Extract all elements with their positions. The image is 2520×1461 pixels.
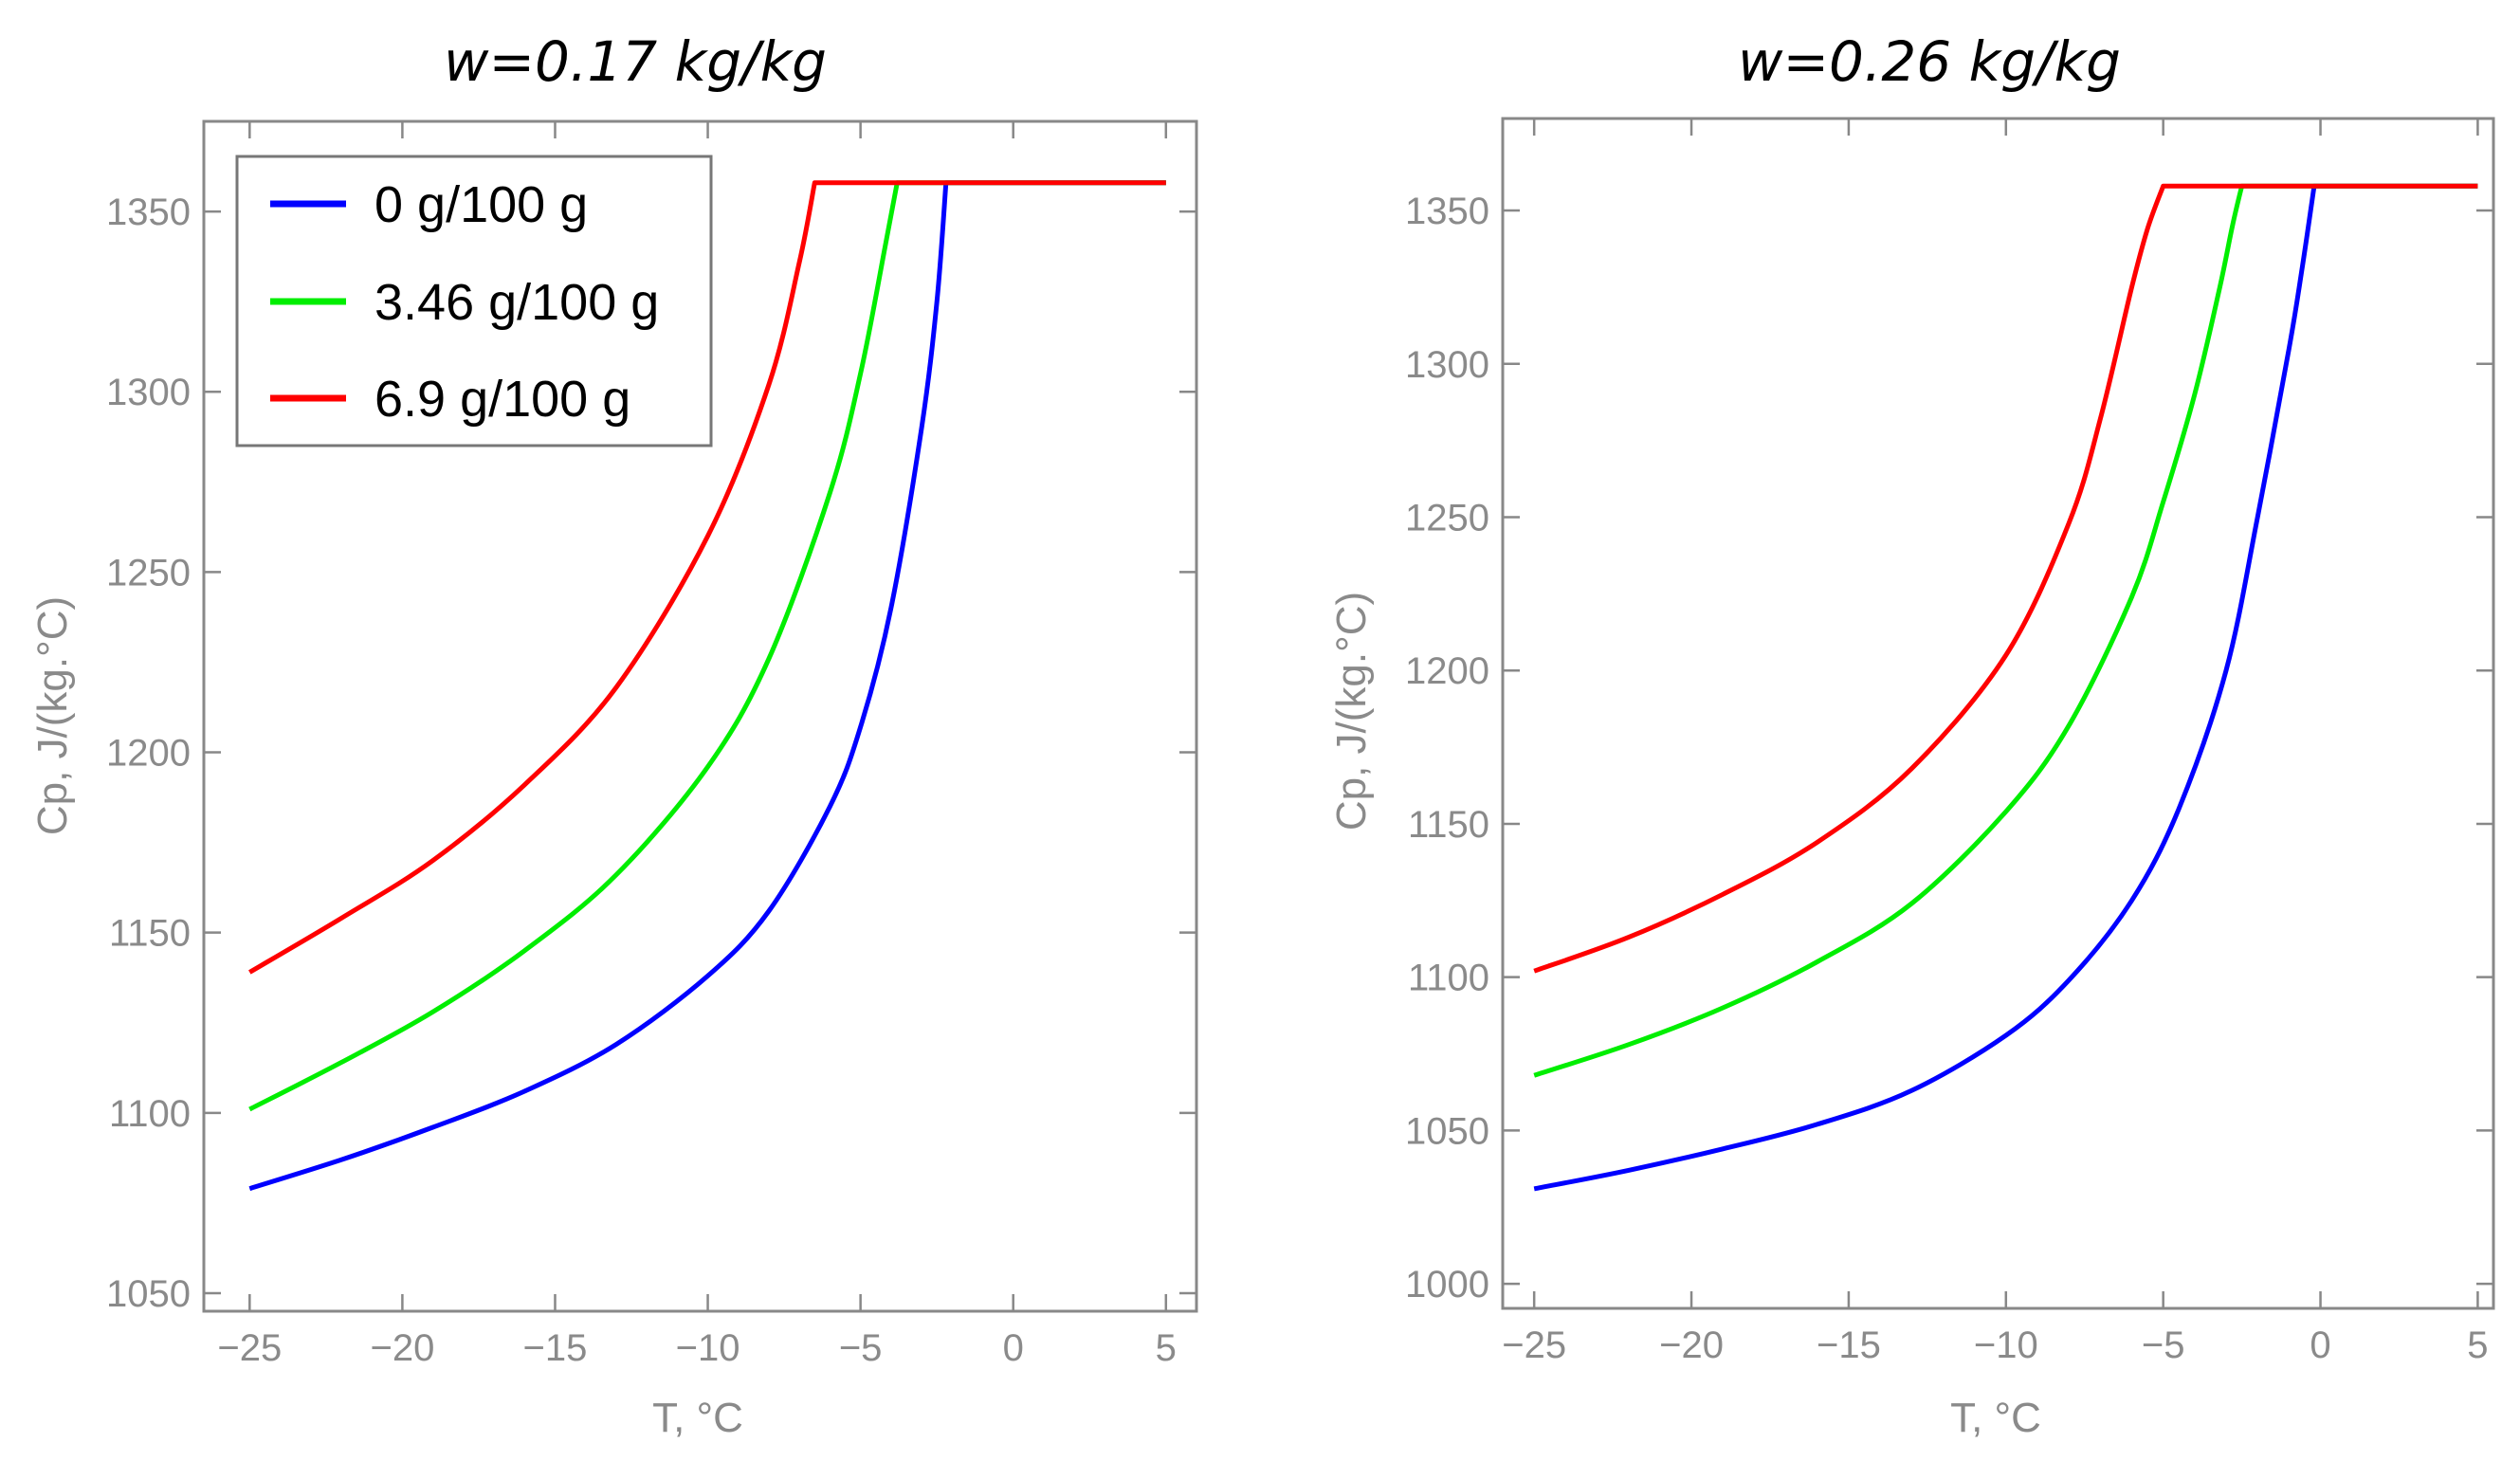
series-lines — [1533, 183, 2478, 1192]
y-axis-label: Cp, J/(kg.°C) — [1328, 592, 1375, 831]
y-tick-label: 1050 — [106, 1273, 191, 1315]
plot-frame — [1501, 117, 2495, 1310]
x-tick-label: −10 — [1974, 1324, 2038, 1366]
y-tick-label: 1300 — [106, 372, 191, 413]
x-axis: −25 −20 −15 −10 −5 0 5 — [217, 121, 1177, 1369]
legend: 0 g/100 g 3.46 g/100 g 6.9 g/100 g — [235, 155, 713, 447]
x-axis: −25 −20 −15 −10 −5 0 5 — [1502, 119, 2489, 1366]
x-tick-label: −20 — [370, 1327, 434, 1369]
y-axis: 1050 1100 1150 1200 1250 1300 1350 — [106, 192, 1196, 1315]
y-tick-label: 1000 — [1405, 1264, 1489, 1306]
series-line-6-9-g-100-g — [248, 180, 1166, 975]
legend-label: 3.46 g/100 g — [374, 274, 659, 331]
y-tick-label: 1100 — [1408, 958, 1489, 999]
x-tick-label: −25 — [1502, 1324, 1566, 1366]
x-tick-label: −15 — [1817, 1324, 1881, 1366]
y-tick-label: 1350 — [1405, 191, 1489, 232]
x-axis-label: T, °C — [652, 1395, 743, 1441]
y-tick-label: 1250 — [1405, 497, 1489, 539]
x-axis-label: T, °C — [1950, 1395, 2041, 1441]
x-tick-label: −15 — [523, 1327, 588, 1369]
plot-frame — [202, 119, 1198, 1313]
series-line-3-46-g-100-g — [1533, 183, 2478, 1078]
chart-left: w=0.17 kg/kg −25 −20 −15 −10 −5 0 5 1050 1100 11… — [29, 29, 1198, 1441]
x-tick-label: 5 — [1156, 1327, 1177, 1369]
chart-right: w=0.26 kg/kg −25 −20 −15 −10 −5 0 5 1000 1050 11… — [1328, 29, 2495, 1441]
y-tick-label: 1200 — [1405, 650, 1489, 692]
series-lines — [248, 180, 1166, 1192]
x-tick-label: −10 — [676, 1327, 740, 1369]
series-line-6-9-g-100-g — [1533, 183, 2478, 974]
y-tick-label: 1200 — [106, 733, 191, 775]
y-axis: 1000 1050 1100 1150 1200 1250 1300 1350 — [1405, 191, 2493, 1306]
legend-label: 6.9 g/100 g — [374, 371, 630, 428]
y-axis-label: Cp, J/(kg.°C) — [29, 596, 76, 835]
x-tick-label: 5 — [2467, 1324, 2488, 1366]
x-tick-label: −20 — [1659, 1324, 1724, 1366]
y-tick-label: 1350 — [106, 192, 191, 233]
x-tick-label: −5 — [839, 1327, 883, 1369]
y-tick-label: 1250 — [106, 552, 191, 594]
series-line-0-g-100-g — [248, 180, 1166, 1192]
y-tick-label: 1050 — [1405, 1110, 1489, 1152]
chart-title: w=0.26 kg/kg — [1738, 29, 2121, 94]
x-tick-label: −25 — [217, 1327, 282, 1369]
x-tick-label: 0 — [2310, 1324, 2330, 1366]
y-tick-label: 1300 — [1405, 344, 1489, 386]
y-tick-label: 1150 — [109, 913, 191, 955]
series-line-0-g-100-g — [1533, 183, 2478, 1192]
series-line-3-46-g-100-g — [248, 180, 1166, 1112]
y-tick-label: 1150 — [1408, 804, 1489, 846]
y-tick-label: 1100 — [109, 1093, 191, 1135]
chart-title: w=0.17 kg/kg — [444, 29, 827, 94]
x-tick-label: −5 — [2142, 1324, 2185, 1366]
x-tick-label: 0 — [1003, 1327, 1024, 1369]
legend-label: 0 g/100 g — [374, 176, 588, 233]
